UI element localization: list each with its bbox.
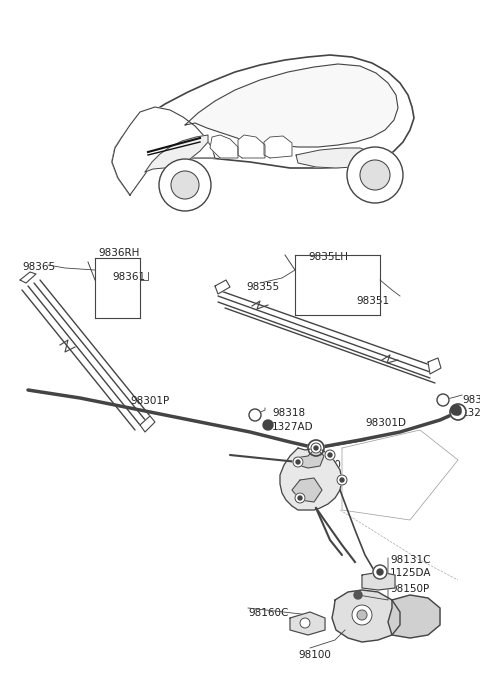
Text: 98301P: 98301P <box>130 396 169 406</box>
Circle shape <box>340 478 344 482</box>
Polygon shape <box>145 135 208 172</box>
Circle shape <box>451 405 461 415</box>
Circle shape <box>313 445 319 451</box>
Text: 9835LH: 9835LH <box>308 252 348 262</box>
Polygon shape <box>295 448 324 468</box>
Text: 98150P: 98150P <box>390 584 429 594</box>
Circle shape <box>373 565 387 579</box>
Text: 98100: 98100 <box>298 650 331 660</box>
Polygon shape <box>238 135 265 158</box>
Circle shape <box>450 404 466 420</box>
Polygon shape <box>112 55 414 195</box>
Circle shape <box>171 171 199 199</box>
Circle shape <box>249 409 261 421</box>
Text: 1125DA: 1125DA <box>390 568 432 578</box>
Circle shape <box>159 159 211 211</box>
Circle shape <box>352 605 372 625</box>
Polygon shape <box>185 64 398 147</box>
Circle shape <box>328 453 332 457</box>
Circle shape <box>437 394 449 406</box>
Text: 98351: 98351 <box>356 296 389 306</box>
Circle shape <box>354 591 362 599</box>
Circle shape <box>377 569 383 575</box>
Polygon shape <box>296 148 382 168</box>
Circle shape <box>263 420 273 430</box>
Circle shape <box>293 457 303 467</box>
Text: 1327AD: 1327AD <box>462 408 480 418</box>
Circle shape <box>325 450 335 460</box>
Polygon shape <box>388 595 440 638</box>
Text: 98200: 98200 <box>308 460 341 470</box>
Circle shape <box>308 440 324 456</box>
Text: 98131C: 98131C <box>390 555 431 565</box>
Circle shape <box>296 460 300 464</box>
Circle shape <box>314 446 318 450</box>
Polygon shape <box>20 272 36 283</box>
Circle shape <box>337 475 347 485</box>
Polygon shape <box>112 107 215 195</box>
Polygon shape <box>362 572 395 590</box>
Text: 98160C: 98160C <box>248 608 288 618</box>
Circle shape <box>455 409 461 415</box>
Polygon shape <box>210 135 238 158</box>
Circle shape <box>298 496 302 500</box>
Text: 98318: 98318 <box>272 408 305 418</box>
Circle shape <box>311 443 321 453</box>
Circle shape <box>357 610 367 620</box>
Text: 98361: 98361 <box>112 272 145 282</box>
Polygon shape <box>140 416 155 432</box>
Text: 1327AD: 1327AD <box>272 422 313 432</box>
Text: 98318: 98318 <box>462 395 480 405</box>
Polygon shape <box>280 448 342 510</box>
Circle shape <box>360 160 390 190</box>
Circle shape <box>295 493 305 503</box>
Text: 9836RH: 9836RH <box>98 248 139 258</box>
Polygon shape <box>292 478 322 502</box>
Text: 98365: 98365 <box>22 262 55 272</box>
Polygon shape <box>428 358 441 374</box>
Polygon shape <box>215 280 230 294</box>
Text: 98301D: 98301D <box>365 418 406 428</box>
Circle shape <box>300 618 310 628</box>
Polygon shape <box>264 136 292 158</box>
Polygon shape <box>290 612 325 635</box>
Text: 98355: 98355 <box>246 282 279 292</box>
Circle shape <box>347 147 403 203</box>
Polygon shape <box>332 590 400 642</box>
